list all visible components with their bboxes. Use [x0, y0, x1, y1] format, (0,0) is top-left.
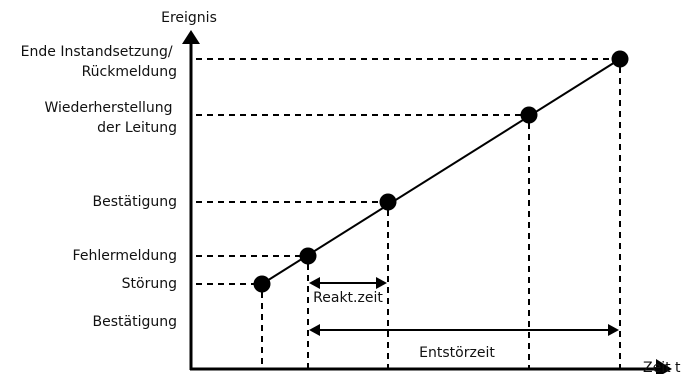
event-point-stoerung: [253, 275, 271, 293]
event-label-stoerung: Störung: [122, 276, 177, 292]
entstoerzeit-arrow-left-icon: [309, 324, 320, 336]
event-point-fehlermeldung: [299, 247, 317, 265]
x-axis-arrow-icon: [656, 359, 672, 374]
y-axis-arrow-icon: [182, 30, 200, 44]
event-point-bestaetigung: [379, 193, 397, 211]
reaktionszeit-arrow-right-icon: [376, 277, 387, 289]
event-label-wiederherstellung: Wiederherstellung der Leitung: [44, 100, 177, 136]
entstoerzeit-arrow-right-icon: [608, 324, 619, 336]
event-label-ende: Ende Instandsetzung/ Rückmeldung: [21, 44, 177, 80]
entstoerzeit-label: Entstörzeit: [419, 345, 495, 361]
event-label-fehlermeldung: Fehlermeldung: [73, 248, 177, 264]
reaktionszeit-arrow-left-icon: [309, 277, 320, 289]
x-axis-label: Zeit t: [643, 360, 681, 374]
event-point-ende: [611, 50, 629, 68]
event-point-wiederherstellung: [520, 106, 538, 124]
y-axis-label: Ereignis: [161, 10, 217, 26]
event-label-bestaetigung: Bestätigung: [93, 194, 177, 210]
reaktionszeit-label: Reakt.zeit: [313, 290, 383, 306]
event-progression-line: [261, 58, 621, 285]
extra-label-bestaetigung: Bestätigung: [93, 314, 177, 330]
